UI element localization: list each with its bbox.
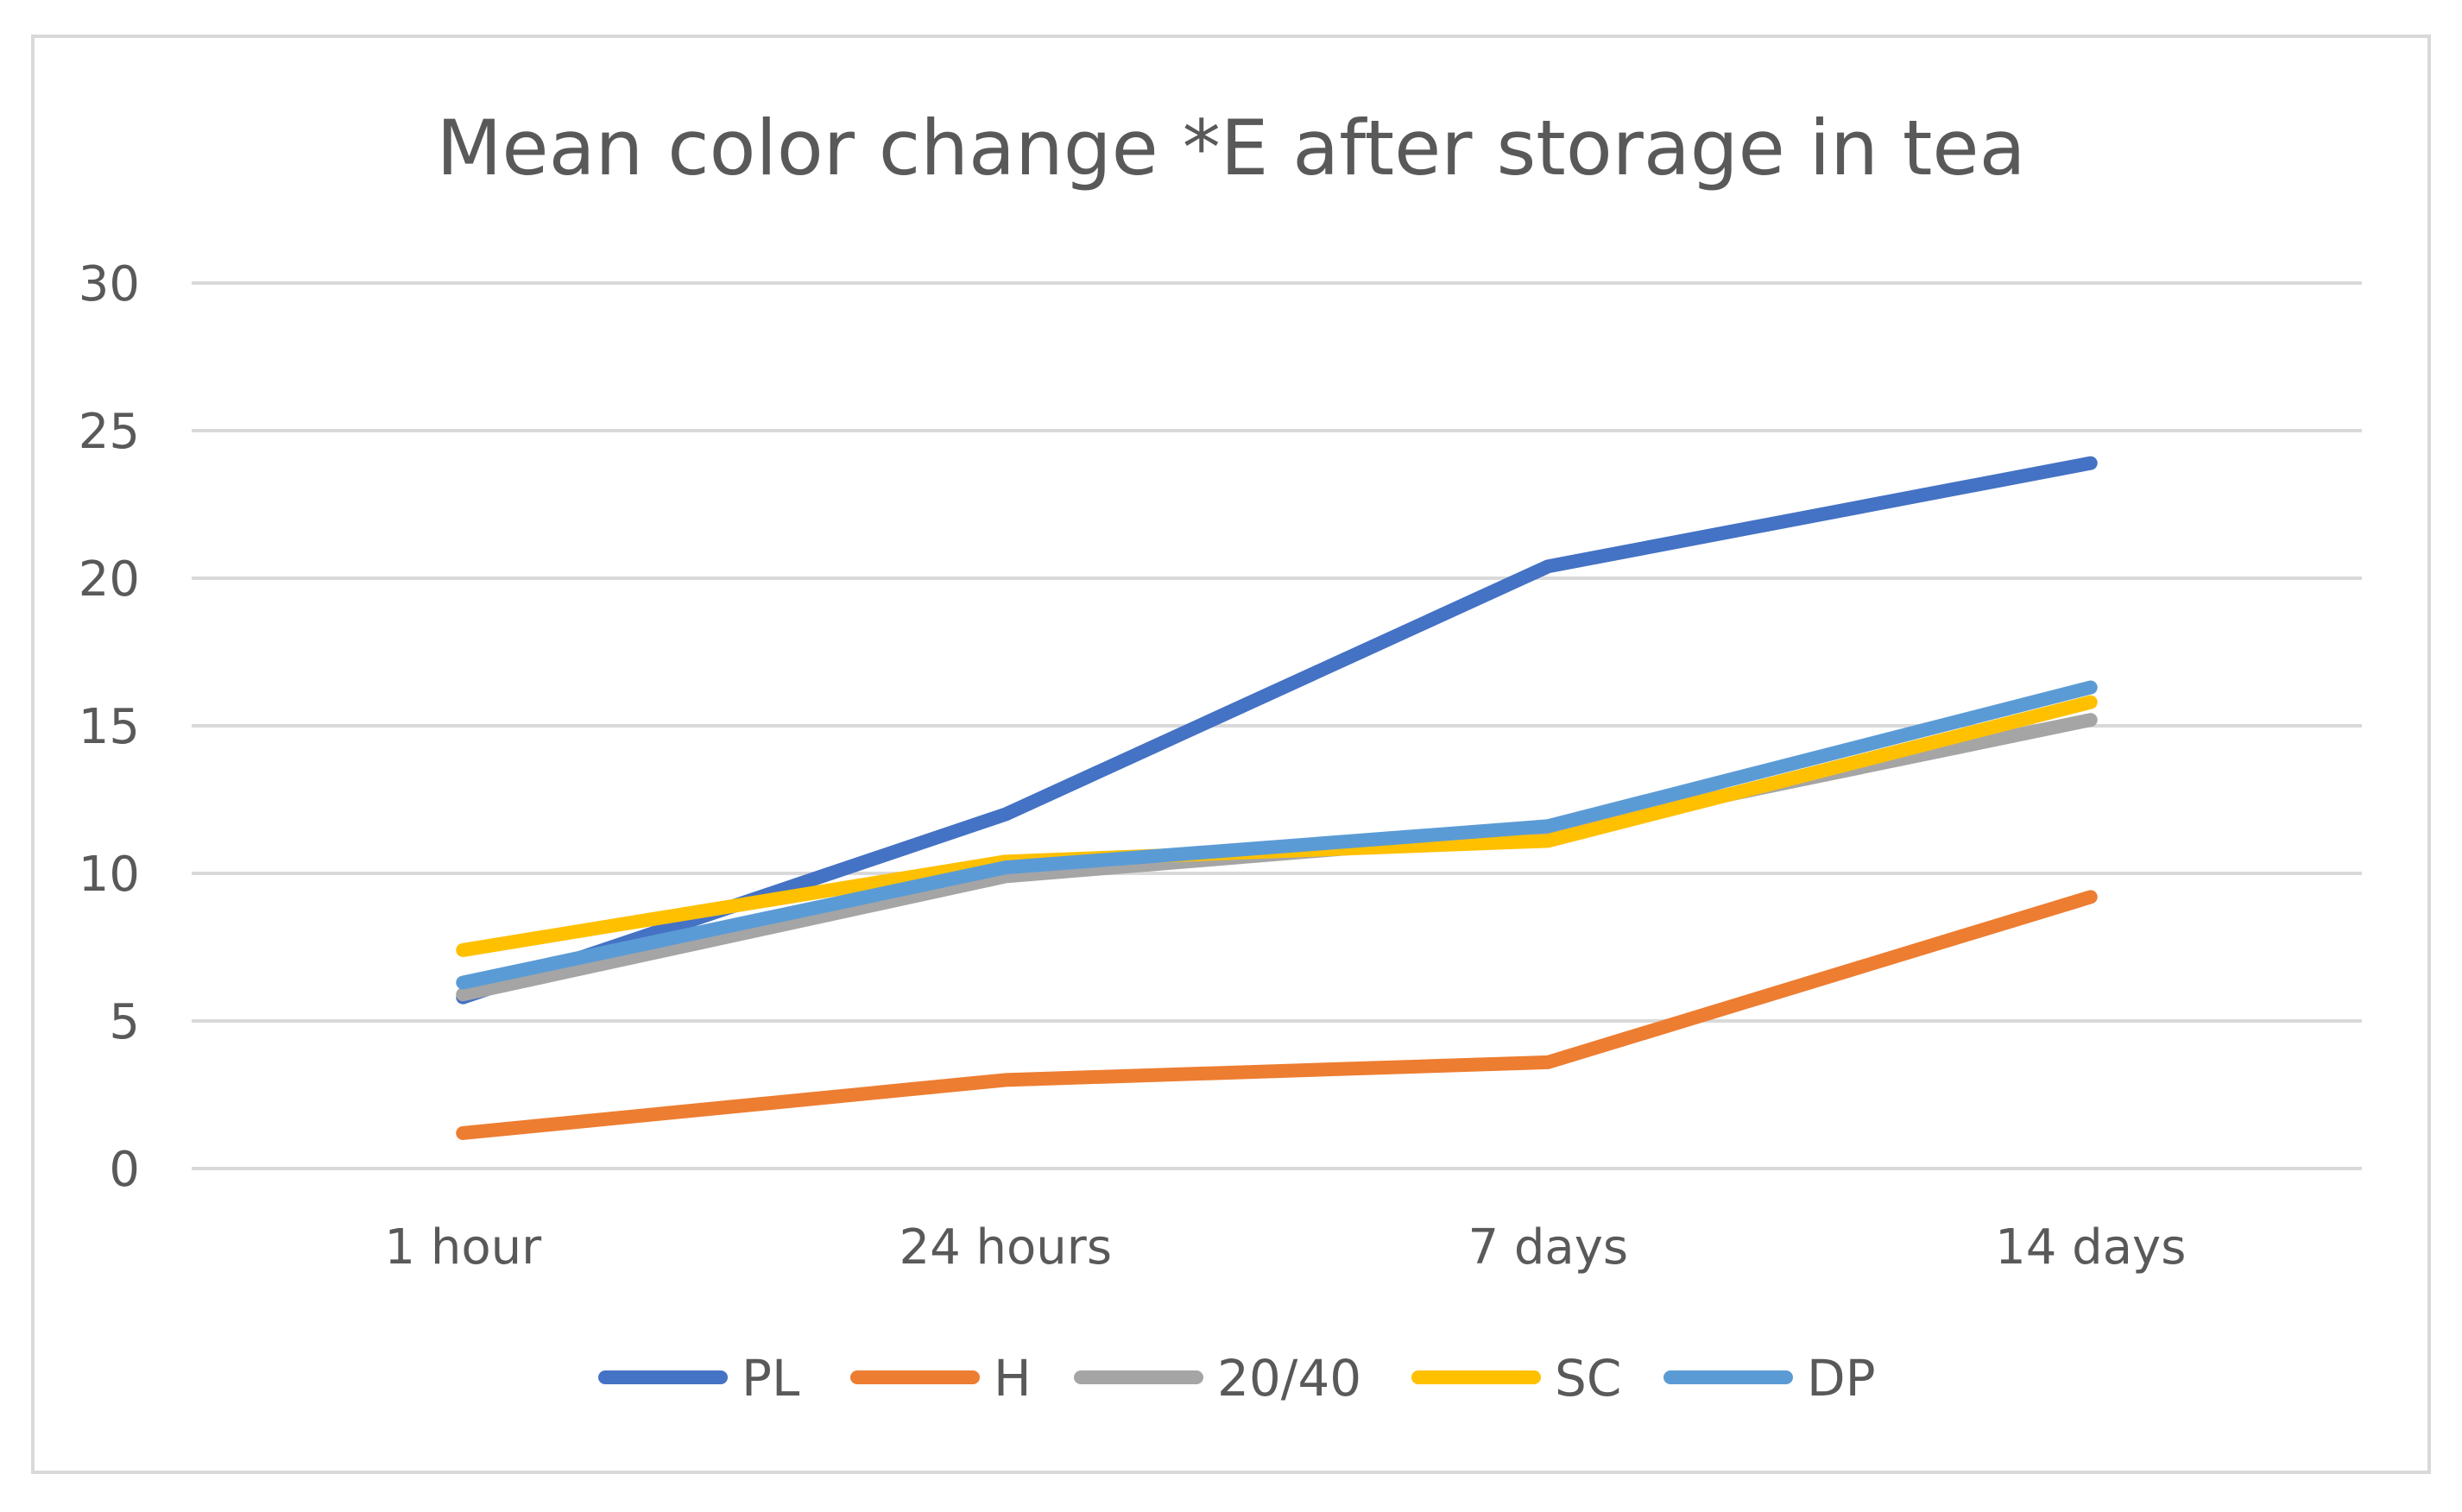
series-line-h	[456, 890, 2098, 1140]
series-lines	[456, 456, 2098, 1140]
y-tick-label: 10	[79, 847, 140, 903]
x-tick-label: 24 hours	[899, 1219, 1112, 1276]
x-tick-label: 7 days	[1468, 1219, 1628, 1276]
legend-label: PL	[742, 1349, 799, 1408]
data-point	[1546, 564, 1550, 569]
data-point	[2088, 700, 2093, 704]
y-tick-label: 15	[79, 699, 140, 755]
data-point	[2088, 895, 2093, 899]
y-tick-label: 5	[109, 994, 140, 1050]
data-point	[1003, 866, 1007, 870]
chart-frame	[31, 35, 2431, 1474]
legend: PL H 20/40 SC DP	[598, 1349, 1876, 1408]
data-point	[461, 948, 465, 952]
data-point	[1546, 824, 1550, 828]
gridlines	[192, 281, 2362, 1170]
data-point	[2088, 461, 2093, 465]
data-point	[1003, 812, 1007, 816]
x-tick-label: 1 hour	[384, 1219, 542, 1276]
data-point	[461, 1131, 465, 1135]
y-tick-label: 30	[79, 256, 140, 312]
data-point	[2088, 718, 2093, 722]
data-point	[1003, 874, 1007, 879]
legend-label: SC	[1555, 1349, 1621, 1408]
data-point	[2088, 685, 2093, 690]
data-point	[1546, 1060, 1550, 1064]
x-axis-ticks: 1 hour 24 hours 7 days 14 days	[384, 1219, 2186, 1276]
y-tick-label: 20	[79, 551, 140, 608]
series-line-dp	[456, 680, 2098, 990]
data-point	[1003, 1078, 1007, 1082]
y-axis-ticks: 0 5 10 15 20 25 30	[79, 256, 140, 1198]
legend-label: 20/40	[1217, 1349, 1361, 1408]
legend-label: DP	[1807, 1349, 1876, 1408]
legend-label: H	[994, 1349, 1032, 1408]
y-tick-label: 25	[79, 404, 140, 460]
data-point	[461, 980, 465, 985]
y-tick-label: 0	[109, 1142, 140, 1198]
data-point	[461, 992, 465, 997]
chart-title: Mean color change *E after storage in te…	[437, 104, 2026, 192]
x-tick-label: 14 days	[1995, 1219, 2186, 1276]
data-point	[1546, 839, 1550, 843]
series-line-sc	[456, 695, 2098, 957]
